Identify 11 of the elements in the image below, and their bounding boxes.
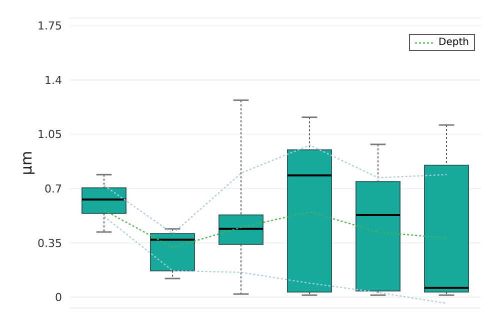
line-series: [104, 216, 448, 304]
y-tick-label: 1.05: [38, 128, 62, 142]
y-tick-label: 0: [55, 291, 62, 304]
y-tick-label: 0.35: [38, 236, 62, 250]
legend-label: Depth: [438, 37, 469, 48]
line-series: [104, 210, 448, 248]
y-tick-label: 1.4: [44, 74, 62, 87]
y-axis-title: µm: [17, 150, 36, 176]
y-tick-label: 1.75: [38, 20, 62, 33]
line-series: [104, 144, 448, 234]
y-tick-label: 0.7: [44, 182, 62, 196]
